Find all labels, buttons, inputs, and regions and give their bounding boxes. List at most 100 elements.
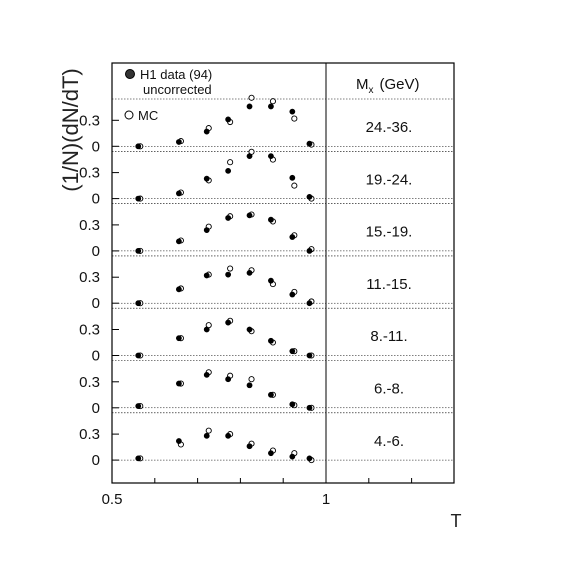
points-layer: [135, 94, 315, 464]
y-tick-label-0: 0: [92, 400, 100, 417]
data-point: [306, 193, 313, 200]
data-point: [203, 175, 210, 182]
data-point: [135, 455, 142, 462]
mc-point: [205, 427, 212, 434]
legend-data-label2: uncorrected: [143, 82, 212, 97]
data-point: [176, 190, 182, 197]
mx-range-label: 24.-36.: [366, 119, 413, 136]
mx-range-label: 4.-6.: [374, 433, 404, 450]
data-point: [268, 103, 274, 110]
y-tick-label-0.3: 0.3: [79, 374, 100, 391]
data-point: [246, 103, 253, 110]
data-point: [225, 215, 232, 221]
y-tick-label-0.3: 0.3: [79, 217, 100, 234]
mx-range-label: 8.-11.: [370, 328, 407, 345]
data-point: [203, 432, 210, 439]
data-point: [135, 300, 142, 307]
data-point: [135, 195, 142, 202]
legend-mc-marker: [124, 110, 134, 120]
data-point: [176, 438, 182, 444]
data-point: [306, 455, 313, 462]
data-point: [289, 174, 296, 181]
panel-header-subscript: x: [369, 85, 374, 96]
data-point: [203, 128, 210, 135]
legend-data-marker: [125, 69, 135, 79]
y-axis-title: (1/N)(dN/dT): [58, 68, 83, 191]
data-point: [268, 153, 274, 160]
data-point: [176, 380, 182, 387]
data-point: [176, 286, 182, 293]
data-point: [225, 376, 232, 383]
data-point: [268, 337, 274, 344]
data-point: [268, 277, 274, 284]
data-point: [246, 212, 253, 219]
legend-mc-label: MC: [138, 108, 158, 123]
data-point: [246, 153, 253, 160]
data-point: [246, 443, 253, 450]
grid-layer: [112, 98, 454, 461]
mx-range-label: 19.-24.: [366, 171, 413, 188]
mc-point: [248, 94, 255, 101]
y-tick-label-0.3: 0.3: [79, 269, 100, 286]
data-point: [289, 348, 296, 355]
data-point: [289, 108, 296, 115]
y-tick-label-0: 0: [92, 138, 100, 155]
data-point: [225, 432, 232, 439]
data-point: [225, 116, 232, 123]
y-tick-label-0.3: 0.3: [79, 112, 100, 129]
data-point: [176, 335, 182, 342]
data-point: [306, 247, 313, 254]
data-point: [203, 326, 210, 333]
data-point: [246, 382, 253, 389]
mx-range-label: 6.-8.: [374, 381, 404, 398]
mc-point: [291, 115, 298, 122]
data-point: [246, 269, 253, 276]
mx-range-label: 15.-19.: [366, 224, 413, 241]
data-point: [203, 272, 210, 279]
text-layer: (1/N)(dN/dT) T 0.5 1 Mx (GeV) H1 data (94…: [58, 67, 462, 531]
data-point: [246, 326, 253, 333]
data-point: [289, 401, 296, 408]
x-tick-label-0.5: 0.5: [102, 491, 123, 508]
mc-point: [248, 376, 255, 383]
data-point: [268, 450, 274, 457]
data-point: [306, 352, 313, 359]
data-point: [289, 291, 296, 298]
mx-range-label: 11.-15.: [366, 276, 412, 293]
legend-data-label: H1 data (94): [140, 67, 212, 82]
x-tick-label-1: 1: [322, 491, 330, 508]
data-point: [135, 143, 142, 150]
data-point: [203, 371, 210, 378]
y-tick-label-0: 0: [92, 348, 100, 365]
data-point: [289, 234, 296, 240]
mc-point: [227, 265, 234, 272]
data-point: [268, 216, 274, 223]
y-tick-label-0.3: 0.3: [79, 165, 100, 182]
mc-point: [291, 182, 298, 189]
panel-header-symbol: M: [356, 76, 369, 93]
data-point: [225, 319, 232, 326]
panel-header-unit: (GeV): [380, 76, 420, 93]
data-point: [135, 247, 142, 254]
data-point: [203, 227, 210, 233]
data-point: [135, 403, 142, 409]
data-point: [176, 238, 182, 245]
data-point: [306, 300, 313, 307]
panel-header: Mx (GeV): [356, 76, 420, 96]
y-tick-label-0.3: 0.3: [79, 426, 100, 443]
y-tick-label-0: 0: [92, 452, 100, 469]
data-point: [268, 391, 274, 398]
y-tick-label-0.3: 0.3: [79, 322, 100, 339]
mc-point: [269, 98, 276, 105]
data-point: [306, 140, 313, 147]
mc-point: [227, 159, 234, 166]
data-point: [225, 271, 232, 278]
y-tick-label-0: 0: [92, 243, 100, 260]
data-point: [289, 453, 296, 460]
data-point: [135, 352, 142, 359]
y-tick-label-0: 0: [92, 191, 100, 208]
data-point: [306, 404, 313, 411]
data-point: [176, 139, 182, 145]
data-point: [225, 167, 232, 174]
